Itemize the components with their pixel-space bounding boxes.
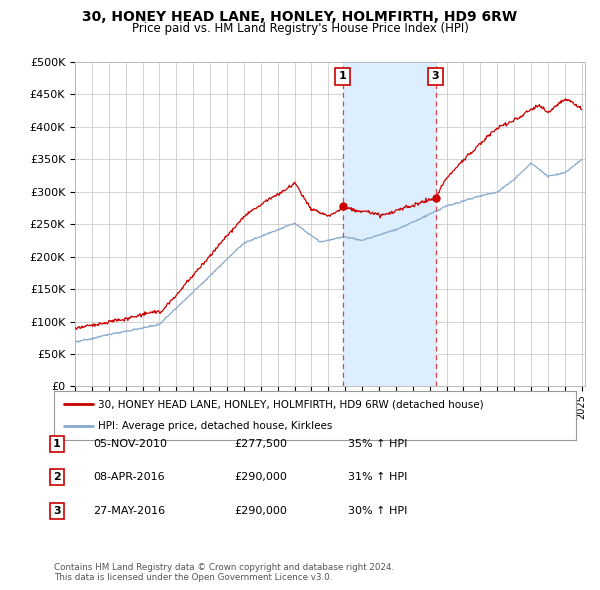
- Text: 1: 1: [53, 439, 61, 448]
- Text: 30, HONEY HEAD LANE, HONLEY, HOLMFIRTH, HD9 6RW: 30, HONEY HEAD LANE, HONLEY, HOLMFIRTH, …: [82, 10, 518, 24]
- Text: £290,000: £290,000: [234, 473, 287, 482]
- Text: 30% ↑ HPI: 30% ↑ HPI: [348, 506, 407, 516]
- Text: 31% ↑ HPI: 31% ↑ HPI: [348, 473, 407, 482]
- Text: 3: 3: [432, 71, 439, 81]
- Text: 05-NOV-2010: 05-NOV-2010: [93, 439, 167, 448]
- Text: £290,000: £290,000: [234, 506, 287, 516]
- Text: 08-APR-2016: 08-APR-2016: [93, 473, 164, 482]
- Text: Contains HM Land Registry data © Crown copyright and database right 2024.: Contains HM Land Registry data © Crown c…: [54, 563, 394, 572]
- Bar: [343, 62, 436, 386]
- Text: 1: 1: [339, 71, 347, 81]
- Text: £277,500: £277,500: [234, 439, 287, 448]
- Text: 27-MAY-2016: 27-MAY-2016: [93, 506, 165, 516]
- Text: 30, HONEY HEAD LANE, HONLEY, HOLMFIRTH, HD9 6RW (detached house): 30, HONEY HEAD LANE, HONLEY, HOLMFIRTH, …: [98, 399, 484, 409]
- Text: 3: 3: [53, 506, 61, 516]
- Text: 2: 2: [53, 473, 61, 482]
- Text: 35% ↑ HPI: 35% ↑ HPI: [348, 439, 407, 448]
- Text: HPI: Average price, detached house, Kirklees: HPI: Average price, detached house, Kirk…: [98, 421, 333, 431]
- Text: Price paid vs. HM Land Registry's House Price Index (HPI): Price paid vs. HM Land Registry's House …: [131, 22, 469, 35]
- Text: This data is licensed under the Open Government Licence v3.0.: This data is licensed under the Open Gov…: [54, 573, 332, 582]
